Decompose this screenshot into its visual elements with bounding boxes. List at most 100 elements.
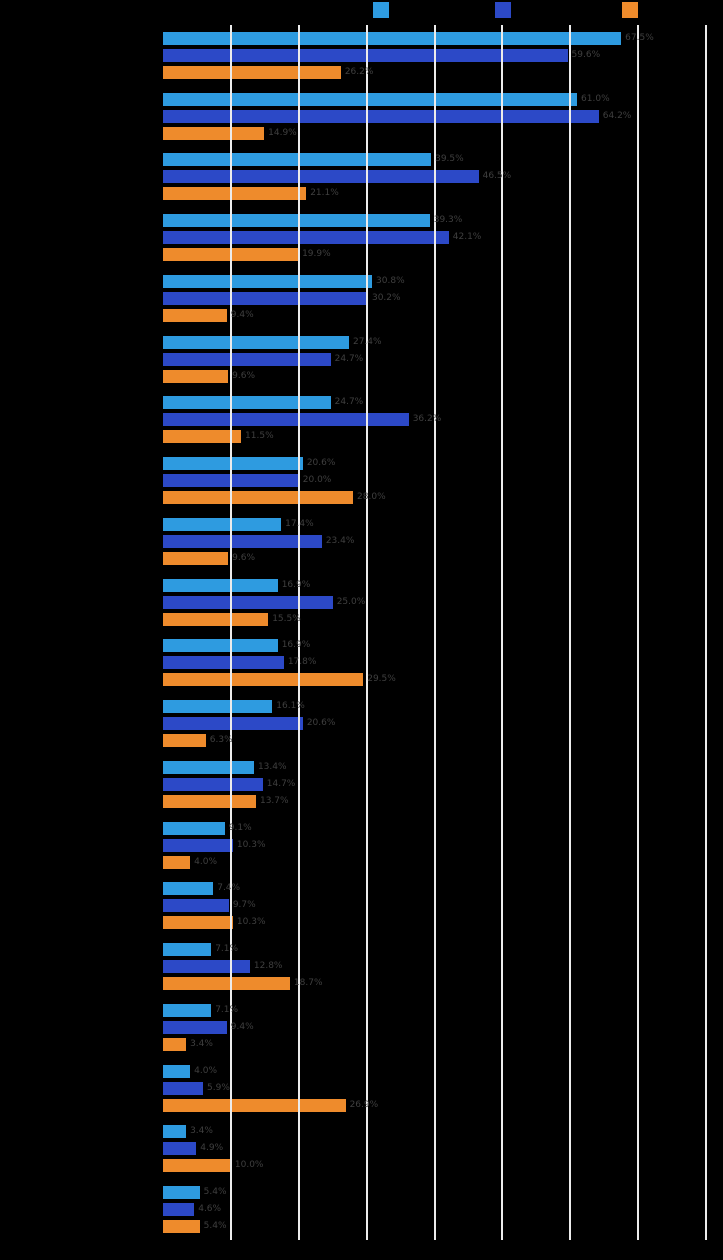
bar-group5-series1 [163,274,373,288]
bar-value-label: 46.5% [482,171,512,182]
bar-group12-series3 [163,734,206,748]
bar-group16-series1 [163,943,212,957]
bar-value-label: 5.4% [203,1187,227,1198]
bar-group2-series3 [163,126,265,140]
bar-value-label: 5.9% [207,1082,230,1093]
bar-value-label: 26.9% [349,1099,379,1110]
bar-group6-series3 [163,369,229,383]
bar-value-label: 16.1% [276,701,305,712]
bar-group1-series1 [163,31,622,45]
bar-value-label: 13.7% [259,795,289,806]
bar-value-label: 36.2% [412,414,442,425]
bar-value-label: 21.1% [310,188,339,199]
bar-group10-series3 [163,612,269,626]
bar-value-label: 14.9% [268,127,297,138]
bar-group17-series1 [163,1003,212,1017]
bar-group15-series3 [163,916,233,930]
bar-group11-series1 [163,639,278,653]
bar-group10-series2 [163,595,333,609]
bar-group6-series1 [163,335,349,349]
bar-value-label: 9.7% [232,900,256,911]
bar-group20-series2 [163,1203,195,1217]
bar-value-label: 10.3% [236,917,266,928]
bar-value-label: 39.5% [435,154,464,165]
bar-value-label: 25.0% [336,596,366,607]
bar-group7-series1 [163,396,331,410]
bar-value-label: 61.0% [581,93,610,104]
bar-value-label: 11.5% [245,431,274,442]
gridline-10 [229,25,232,1240]
bar-value-label: 67.5% [625,32,654,43]
bar-value-label: 9.6% [232,552,256,563]
bar-value-label: 9.4% [230,309,254,320]
bar-group6-series2 [163,352,331,366]
bar-value-label: 17.4% [285,518,314,529]
bar-value-label: 39.3% [433,215,463,226]
gridline-80 [705,25,707,1240]
bar-value-label: 64.2% [602,110,632,121]
bar-group7-series3 [163,430,242,444]
bar-value-label: 7.1% [215,944,239,955]
bar-value-label: 4.6% [198,1204,222,1215]
bar-group4-series1 [163,214,430,228]
bar-group16-series3 [163,977,290,991]
bar-value-label: 18.7% [293,978,323,989]
bar-group2-series1 [163,92,578,106]
legend-swatch-3 [622,2,638,18]
bar-group17-series2 [163,1020,227,1034]
bar-value-label: 13.4% [257,761,287,772]
bar-value-label: 16.9% [281,640,311,651]
bar-group12-series1 [163,700,273,714]
bar-group10-series1 [163,578,278,592]
bar-value-label: 19.9% [302,249,331,260]
legend-swatch-1 [373,2,389,18]
bar-value-label: 12.8% [253,961,283,972]
bar-value-label: 4.9% [200,1143,224,1154]
bar-value-label: 42.1% [452,232,482,243]
gridline-50 [501,25,504,1240]
bar-group9-series3 [163,551,229,565]
bar-value-label: 30.8% [376,275,405,286]
bar-value-label: 30.2% [371,292,401,303]
bar-group1-series3 [163,65,341,79]
bar-group13-series1 [163,760,254,774]
bar-value-label: 3.4% [190,1126,213,1137]
gridline-40 [433,25,436,1240]
bar-value-label: 24.7% [334,353,364,364]
bar-value-label: 16.9% [281,579,311,590]
bar-value-label: 28.0% [357,492,386,503]
bar-group14-series3 [163,855,191,869]
bar-group11-series3 [163,673,364,687]
bar-group7-series2 [163,413,409,427]
bar-group11-series2 [163,656,284,670]
bar-value-label: 5.4% [203,1221,227,1232]
bar-group20-series1 [163,1186,200,1200]
bar-value-label: 26.2% [344,66,374,77]
bar-value-label: 15.5% [272,613,301,624]
bar-group14-series2 [163,838,233,852]
bar-value-label: 17.8% [287,657,317,668]
bar-value-label: 27.4% [352,336,382,347]
bar-group14-series1 [163,821,225,835]
bar-group16-series2 [163,960,250,974]
gridline-20 [297,25,300,1240]
bar-group3-series2 [163,170,479,184]
bar-group19-series2 [163,1142,197,1156]
bar-value-label: 9.4% [230,1021,254,1032]
gridline-30 [365,25,368,1240]
bar-value-label: 6.3% [209,735,233,746]
bar-group8-series1 [163,457,303,471]
bar-value-label: 7.1% [215,1004,239,1015]
bar-value-label: 7.4% [217,883,241,894]
bar-group18-series3 [163,1098,346,1112]
bar-value-label: 20.6% [306,718,336,729]
bar-group15-series2 [163,899,229,913]
bar-group5-series3 [163,308,227,322]
bar-group17-series3 [163,1037,187,1051]
bar-value-label: 20.6% [306,458,336,469]
bar-value-label: 4.0% [194,856,218,867]
bar-value-label: 23.4% [325,535,355,546]
bar-value-label: 14.7% [266,778,296,789]
bar-group19-series3 [163,1159,231,1173]
